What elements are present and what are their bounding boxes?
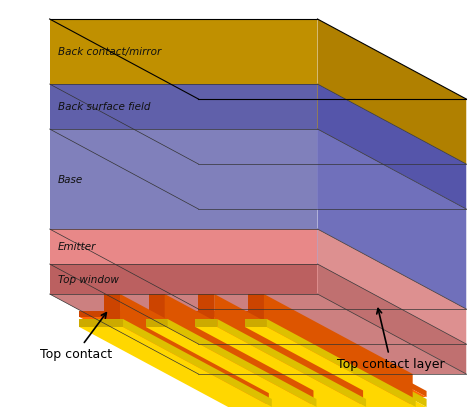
Polygon shape <box>318 229 466 344</box>
Polygon shape <box>101 327 272 407</box>
Text: Emitter: Emitter <box>57 242 96 252</box>
Polygon shape <box>248 294 264 324</box>
Polygon shape <box>104 294 120 324</box>
Polygon shape <box>146 327 317 407</box>
Polygon shape <box>50 20 318 85</box>
Polygon shape <box>50 264 318 294</box>
Polygon shape <box>318 130 466 309</box>
Polygon shape <box>101 319 123 327</box>
Polygon shape <box>149 324 313 404</box>
Polygon shape <box>50 85 466 164</box>
Polygon shape <box>120 294 269 404</box>
Text: Base: Base <box>57 175 83 184</box>
Polygon shape <box>264 294 413 404</box>
Polygon shape <box>50 264 466 344</box>
Text: Back surface field: Back surface field <box>57 102 150 112</box>
Polygon shape <box>164 294 313 404</box>
Polygon shape <box>79 327 427 407</box>
Polygon shape <box>104 324 269 404</box>
Text: Top window: Top window <box>57 274 118 284</box>
Polygon shape <box>214 294 363 404</box>
Polygon shape <box>79 317 427 397</box>
Polygon shape <box>318 264 466 374</box>
Polygon shape <box>149 294 164 324</box>
Polygon shape <box>50 130 466 209</box>
Polygon shape <box>50 229 466 309</box>
Polygon shape <box>248 324 413 404</box>
Polygon shape <box>245 319 267 327</box>
Polygon shape <box>245 327 416 407</box>
Text: Top contact layer: Top contact layer <box>337 309 445 371</box>
Polygon shape <box>278 311 427 397</box>
Polygon shape <box>168 319 317 407</box>
Polygon shape <box>318 85 466 209</box>
Text: Back contact/mirror: Back contact/mirror <box>57 47 161 57</box>
Polygon shape <box>199 324 363 404</box>
Polygon shape <box>123 319 272 407</box>
Polygon shape <box>318 20 466 164</box>
Polygon shape <box>50 85 318 130</box>
Polygon shape <box>50 294 466 374</box>
Polygon shape <box>195 327 366 407</box>
Polygon shape <box>278 319 427 407</box>
Polygon shape <box>50 130 318 229</box>
Polygon shape <box>199 294 214 324</box>
Polygon shape <box>146 319 168 327</box>
Polygon shape <box>50 229 318 264</box>
Polygon shape <box>79 319 278 327</box>
Polygon shape <box>267 319 416 407</box>
Polygon shape <box>217 319 366 407</box>
Polygon shape <box>195 319 217 327</box>
Text: Top contact: Top contact <box>40 313 112 361</box>
Polygon shape <box>79 311 278 317</box>
